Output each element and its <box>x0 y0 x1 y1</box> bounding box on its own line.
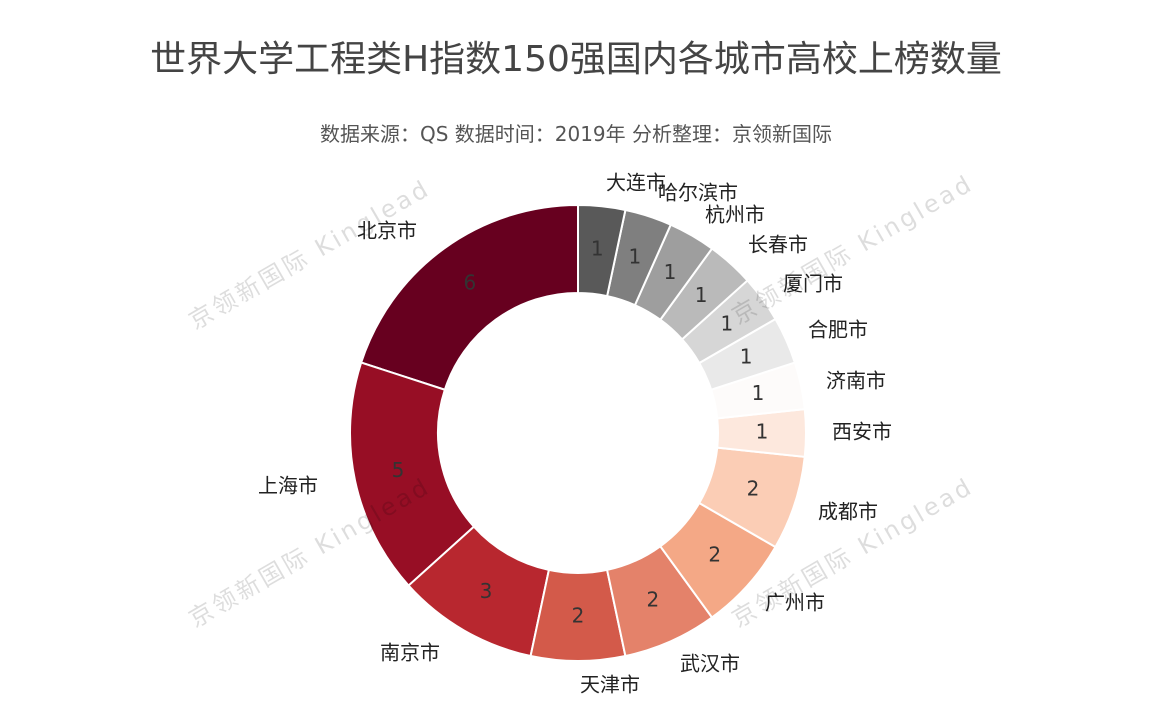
value-label: 1 <box>740 345 753 369</box>
value-label: 2 <box>708 543 721 567</box>
category-label: 武汉市 <box>680 652 740 676</box>
category-label: 天津市 <box>580 673 640 697</box>
chart-subtitle: 数据来源：QS 数据时间：2019年 分析整理：京领新国际 <box>319 122 833 146</box>
value-label: 5 <box>392 458 405 482</box>
category-label: 上海市 <box>258 474 318 498</box>
category-label: 北京市 <box>357 219 417 243</box>
value-label: 2 <box>572 604 585 628</box>
category-label: 大连市 <box>606 171 666 195</box>
value-label: 1 <box>591 237 604 261</box>
value-label: 2 <box>646 588 659 612</box>
value-label: 2 <box>747 476 760 500</box>
category-label: 合肥市 <box>808 318 868 342</box>
value-label: 1 <box>664 260 677 284</box>
category-label: 哈尔滨市 <box>658 181 738 205</box>
value-label: 1 <box>628 245 641 269</box>
category-label: 厦门市 <box>783 272 843 296</box>
value-label: 3 <box>480 579 493 603</box>
category-label: 南京市 <box>380 641 440 665</box>
value-label: 1 <box>720 311 733 335</box>
category-label: 济南市 <box>826 369 886 393</box>
slice-0 <box>359 203 579 391</box>
category-label: 成都市 <box>818 500 878 524</box>
category-label: 长春市 <box>748 233 808 257</box>
slice-14 <box>577 203 627 298</box>
value-label: 1 <box>756 420 769 444</box>
category-label: 西安市 <box>832 420 892 444</box>
chart-title: 世界大学工程类H指数150强国内各城市高校上榜数量 <box>150 39 1002 80</box>
value-label: 1 <box>752 381 765 405</box>
category-label: 广州市 <box>765 591 825 615</box>
value-label: 6 <box>463 271 476 295</box>
category-label: 杭州市 <box>705 203 765 227</box>
value-label: 1 <box>695 283 708 307</box>
donut-slices <box>349 203 807 663</box>
